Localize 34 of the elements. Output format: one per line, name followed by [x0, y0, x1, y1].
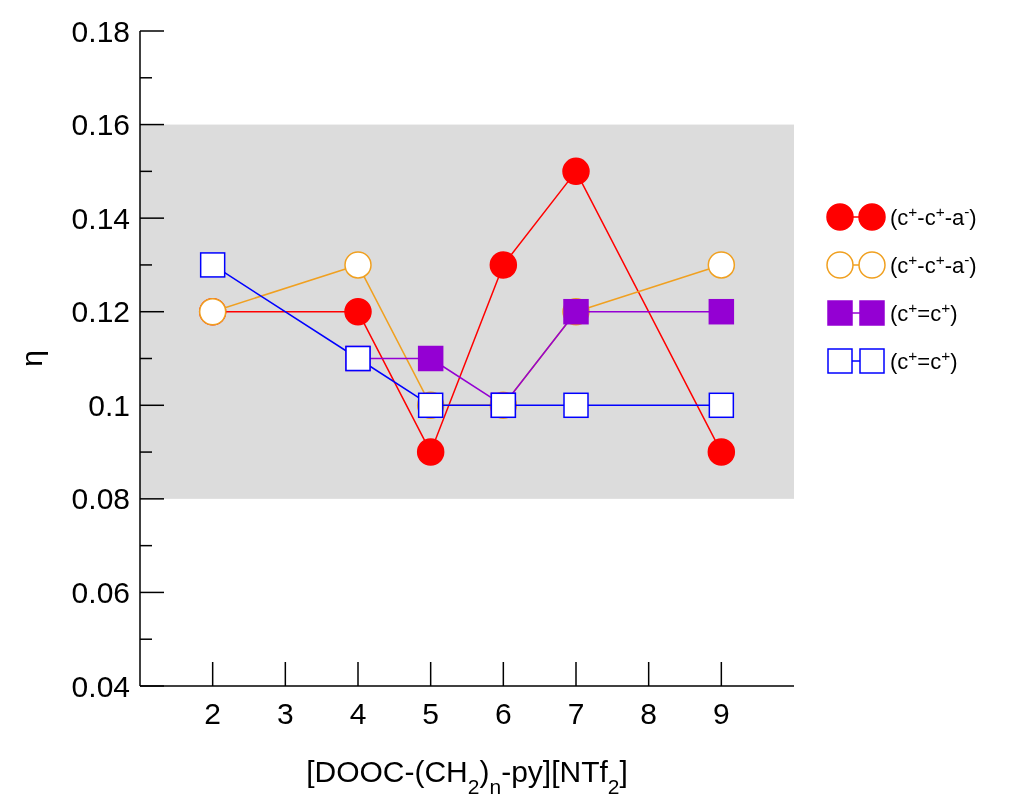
x-tick-label: 7 [567, 697, 585, 730]
point [489, 251, 518, 279]
point [344, 251, 372, 279]
point [707, 438, 736, 466]
x-tick-label: 8 [640, 697, 658, 730]
point [562, 157, 590, 186]
x-tick-label: 9 [712, 697, 730, 730]
y-tick-label: 0.16 [71, 108, 130, 142]
x-tick-label: 2 [204, 697, 222, 730]
point [199, 252, 226, 278]
legend-label: (c$^{+}$=c$^{+}$) [890, 298, 958, 326]
point [707, 251, 736, 279]
y-tick-label: 0.18 [71, 14, 130, 48]
y-tick-label: 0.04 [71, 669, 130, 703]
point [563, 392, 589, 419]
y-tick-label: 0.06 [71, 575, 130, 609]
y-tick-label: 0.08 [71, 482, 130, 516]
point [344, 297, 372, 326]
point [708, 298, 735, 325]
y-tick-label: 0.1 [88, 388, 130, 422]
x-tick-label: 6 [494, 697, 512, 730]
point [416, 438, 445, 466]
legend-label: (c$^{+}$-c$^{+}$-a$^{-}$) [890, 250, 977, 278]
point [708, 392, 735, 419]
x-tick-label: 5 [422, 697, 440, 730]
x-axis-title: [DOOC-(CH$_{2}$)$_{n}$-py][NTf$_{2}$] [306, 755, 628, 794]
y-axis-title: η [15, 350, 48, 367]
x-tick-label: 4 [349, 697, 367, 730]
y-tick-label: 0.12 [71, 295, 130, 329]
point [417, 345, 444, 372]
x-tick-label: 3 [276, 697, 294, 730]
legend-label: (c$^{+}$-c$^{+}$-a$^{-}$) [890, 202, 977, 230]
y-tick-label: 0.14 [71, 201, 130, 235]
legend-label: (c$^{+}$=c$^{+}$) [890, 346, 958, 374]
